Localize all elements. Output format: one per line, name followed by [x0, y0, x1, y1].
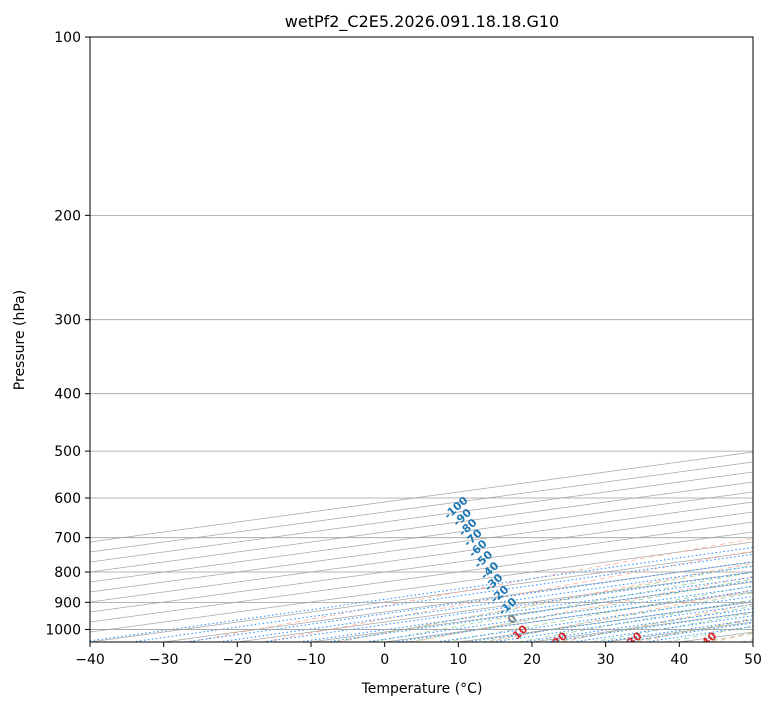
pressure-grid — [90, 37, 753, 630]
y-tick-label: 300 — [54, 313, 81, 329]
x-tick-label: 40 — [670, 652, 688, 668]
x-tick-label: −10 — [296, 652, 326, 668]
isotherm-line — [90, 491, 753, 583]
x-tick-label: −40 — [75, 652, 105, 668]
mixing-ratio-line — [90, 546, 753, 642]
y-tick-label: 700 — [54, 531, 81, 547]
x-tick-label: −30 — [149, 652, 179, 668]
dry-adiabat-line — [263, 550, 753, 642]
chart-title: wetPf2_C2E5.2026.091.18.18.G10 — [285, 12, 559, 32]
isotherm-line — [90, 481, 753, 573]
moist-adiabat-line — [518, 599, 753, 642]
x-tick-label: −20 — [223, 652, 253, 668]
mixing-ratio-line — [522, 608, 753, 642]
dry-adiabat-line — [412, 575, 753, 642]
y-tick-label: 900 — [54, 595, 81, 611]
x-tick-label: 30 — [597, 652, 615, 668]
isotherm-line — [90, 521, 753, 613]
y-tick-label: 1000 — [45, 622, 81, 638]
isotherm-line — [90, 531, 753, 623]
x-tick-label: 10 — [449, 652, 467, 668]
y-tick-label: 400 — [54, 387, 81, 403]
isotherm-line — [90, 471, 753, 563]
mixing-ratio-line — [492, 603, 753, 642]
x-axis-label: Temperature (°C) — [361, 681, 483, 697]
y-axis-label: Pressure (hPa) — [12, 290, 28, 390]
x-tick-label: 50 — [744, 652, 762, 668]
y-axis: 100 200 300 400 500 600 700 800 900 1000 — [45, 30, 90, 638]
x-tick-label: 20 — [523, 652, 541, 668]
moist-adiabat-line — [408, 578, 753, 642]
x-tick-label: 0 — [380, 652, 389, 668]
isotherm-line — [752, 641, 753, 642]
x-axis: −40 −30 −20 −10 0 10 20 30 40 50 — [75, 642, 762, 668]
mixing-ratio-line — [185, 561, 753, 642]
background-lines — [90, 451, 753, 642]
y-tick-label: 100 — [54, 30, 81, 46]
y-tick-label: 200 — [54, 208, 81, 224]
mixing-ratio-line — [436, 596, 753, 642]
isotherm-line — [90, 461, 753, 553]
y-tick-label: 600 — [54, 491, 81, 507]
mixing-ratio-line — [467, 600, 753, 642]
plot-frame — [89, 36, 754, 643]
dry-adiabat-line — [487, 589, 753, 642]
y-tick-label: 500 — [54, 444, 81, 460]
isotherm-line — [90, 501, 753, 593]
moist-adiabat-line — [481, 592, 753, 642]
moist-adiabat-line — [444, 585, 753, 642]
y-tick-label: 800 — [54, 565, 81, 581]
mixing-ratio-line — [131, 553, 753, 642]
isotherm-line — [90, 511, 753, 603]
isotherm-line — [90, 451, 753, 543]
plot-background — [90, 37, 753, 642]
